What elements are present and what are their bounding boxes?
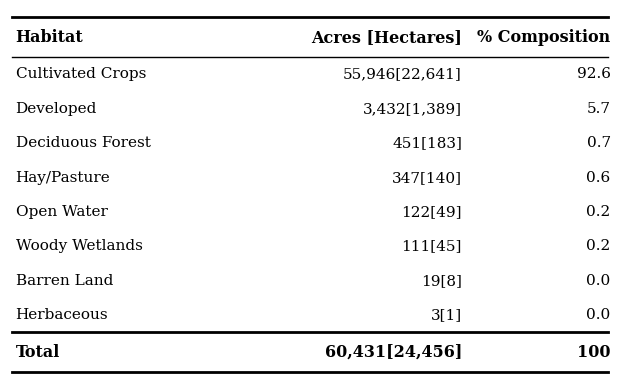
Text: 19[8]: 19[8]: [421, 274, 462, 288]
Text: Habitat: Habitat: [16, 29, 83, 46]
Text: Developed: Developed: [16, 102, 97, 116]
Text: Woody Wetlands: Woody Wetlands: [16, 240, 143, 253]
Text: 111[45]: 111[45]: [402, 240, 462, 253]
Text: 0.7: 0.7: [587, 136, 611, 150]
Text: 55,946[22,641]: 55,946[22,641]: [343, 68, 462, 81]
Text: Deciduous Forest: Deciduous Forest: [16, 136, 151, 150]
Text: Acres [Hectares]: Acres [Hectares]: [311, 29, 462, 46]
Text: 3,432[1,389]: 3,432[1,389]: [363, 102, 462, 116]
Text: 0.2: 0.2: [587, 240, 611, 253]
Text: 5.7: 5.7: [587, 102, 611, 116]
Text: Total: Total: [16, 344, 60, 361]
Text: Hay/Pasture: Hay/Pasture: [16, 171, 110, 185]
Text: 3[1]: 3[1]: [431, 308, 462, 322]
Text: 60,431[24,456]: 60,431[24,456]: [324, 344, 462, 361]
Text: Herbaceous: Herbaceous: [16, 308, 108, 322]
Text: 451[183]: 451[183]: [392, 136, 462, 150]
Text: 100: 100: [577, 344, 611, 361]
Text: 92.6: 92.6: [577, 68, 611, 81]
Text: 0.0: 0.0: [587, 274, 611, 288]
Text: 0.6: 0.6: [587, 171, 611, 185]
Text: % Composition: % Composition: [477, 29, 611, 46]
Text: 0.2: 0.2: [587, 205, 611, 219]
Text: 122[49]: 122[49]: [401, 205, 462, 219]
Text: Open Water: Open Water: [16, 205, 107, 219]
Text: Cultivated Crops: Cultivated Crops: [16, 68, 146, 81]
Text: Barren Land: Barren Land: [16, 274, 113, 288]
Text: 347[140]: 347[140]: [392, 171, 462, 185]
Text: 0.0: 0.0: [587, 308, 611, 322]
